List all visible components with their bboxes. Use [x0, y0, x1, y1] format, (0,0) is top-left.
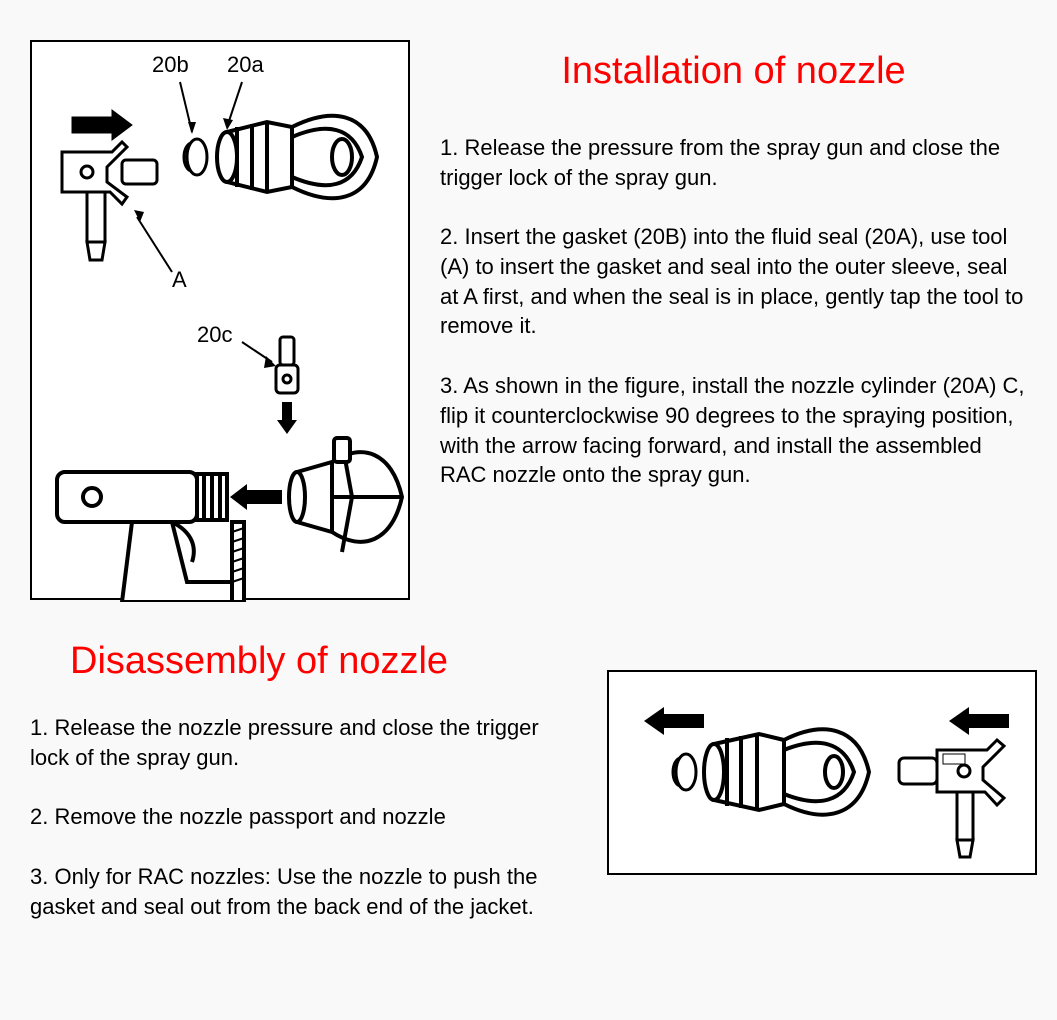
callout-20a: 20a: [227, 52, 264, 78]
installation-figure: 20b 20a A 20c: [30, 40, 410, 600]
callout-20b: 20b: [152, 52, 189, 78]
disassembly-figure: [607, 670, 1037, 875]
installation-title: Installation of nozzle: [440, 50, 1027, 93]
disassembly-title: Disassembly of nozzle: [70, 640, 577, 683]
disasm-step-3: 3. Only for RAC nozzles: Use the nozzle …: [30, 862, 577, 921]
install-step-2: 2. Insert the gasket (20B) into the flui…: [440, 222, 1027, 341]
disasm-step-2: 2. Remove the nozzle passport and nozzle: [30, 802, 577, 832]
disasm-step-1: 1. Release the nozzle pressure and close…: [30, 713, 577, 772]
install-step-3: 3. As shown in the figure, install the n…: [440, 371, 1027, 490]
callout-A: A: [172, 267, 187, 293]
install-step-1: 1. Release the pressure from the spray g…: [440, 133, 1027, 192]
callout-20c: 20c: [197, 322, 232, 348]
